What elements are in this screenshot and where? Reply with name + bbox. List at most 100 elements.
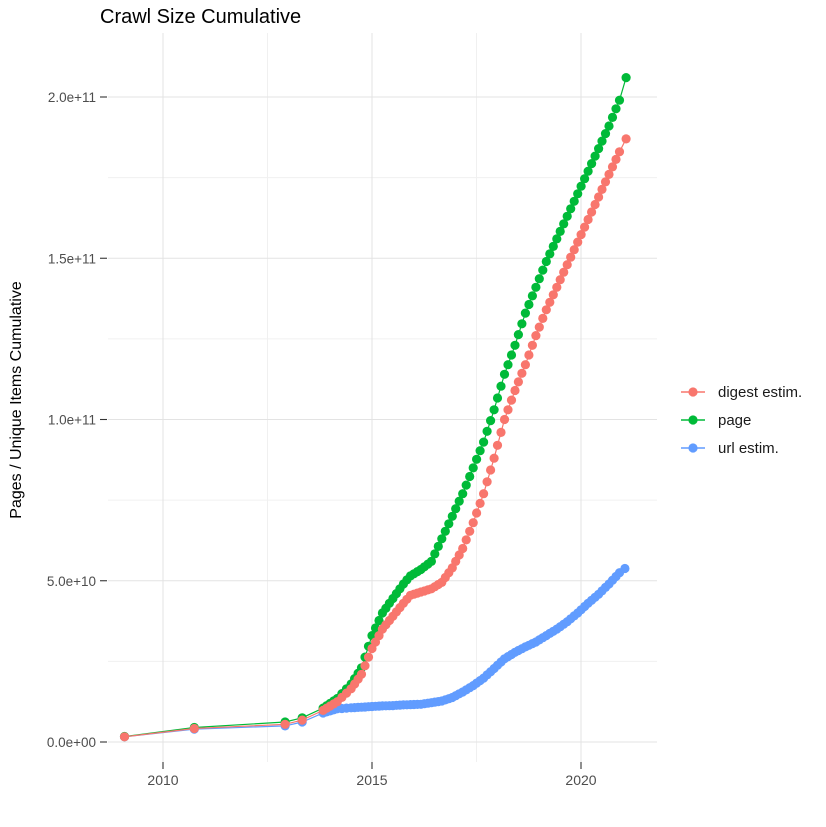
data-point [559, 267, 569, 277]
data-point [604, 121, 614, 131]
data-point [527, 291, 538, 301]
data-point [587, 159, 597, 169]
data-point [548, 241, 558, 251]
x-tick-label: 2010 [147, 772, 178, 788]
data-point [614, 147, 625, 157]
data-point [538, 265, 548, 275]
data-point [555, 226, 565, 236]
legend-key-icon [681, 387, 705, 397]
data-point [566, 204, 576, 214]
data-point [513, 330, 524, 340]
data-point [479, 437, 489, 447]
data-point [569, 196, 579, 206]
data-point [499, 414, 510, 425]
data-point [492, 393, 503, 403]
data-point [620, 563, 630, 574]
legend-item-digest-estim: digest estim. [680, 378, 802, 406]
data-point [458, 543, 468, 554]
x-tick-label: 2015 [356, 772, 387, 788]
data-point [517, 368, 527, 378]
data-point [479, 489, 489, 499]
data-point [426, 556, 436, 567]
data-point [580, 174, 590, 184]
data-point [583, 166, 593, 176]
data-point [489, 453, 499, 463]
data-point [280, 719, 290, 729]
data-point [531, 282, 541, 292]
data-point [119, 732, 130, 742]
data-point [465, 526, 475, 536]
legend-item-url-estim: url estim. [680, 434, 802, 462]
data-point [454, 496, 464, 506]
data-point [440, 526, 450, 536]
data-point [472, 508, 482, 518]
data-point [545, 297, 555, 307]
data-point [552, 282, 562, 292]
y-tick-label: 0.0e+00 [47, 735, 96, 750]
data-point [496, 427, 506, 437]
data-point [597, 136, 607, 146]
data-point [297, 715, 307, 725]
data-point [486, 465, 496, 475]
data-point [506, 395, 517, 405]
data-point [621, 134, 631, 144]
data-point [552, 234, 562, 244]
data-point [486, 416, 496, 426]
data-point [475, 446, 485, 456]
y-tick-label: 2.0e+11 [48, 90, 96, 105]
data-point [590, 199, 600, 210]
data-point [465, 471, 475, 482]
legend: digest estim. page url estim. [680, 378, 802, 462]
data-point [458, 489, 468, 499]
legend-key-icon [681, 415, 705, 425]
data-point [492, 440, 503, 450]
data-point [541, 305, 551, 315]
data-point [374, 615, 384, 626]
data-point [513, 377, 524, 387]
data-point [541, 256, 551, 267]
data-point [538, 313, 548, 323]
legend-label: page [718, 411, 752, 429]
data-point [614, 95, 625, 105]
data-point [433, 541, 443, 552]
series-line [124, 568, 626, 738]
data-point [576, 181, 586, 191]
y-tick-label: 5.0e+10 [47, 574, 96, 589]
legend-label: url estim. [718, 439, 779, 457]
data-point [503, 360, 513, 370]
data-point [621, 73, 631, 83]
data-point [370, 623, 381, 633]
data-point [475, 498, 485, 508]
data-point [590, 151, 600, 161]
data-point [510, 340, 520, 350]
data-point [499, 369, 510, 379]
data-point [597, 184, 607, 194]
data-point [576, 230, 586, 240]
data-point [510, 385, 520, 396]
data-point [447, 511, 457, 521]
data-point [548, 290, 558, 300]
data-point [520, 308, 531, 318]
data-point [489, 405, 499, 415]
data-point [562, 211, 572, 221]
data-point [520, 360, 531, 370]
data-point [527, 340, 538, 350]
data-point [356, 669, 367, 679]
data-point [517, 319, 527, 329]
data-point [600, 129, 611, 139]
data-point [482, 477, 492, 487]
data-point [604, 169, 614, 179]
data-point [566, 252, 576, 262]
legend-item-page: page [680, 406, 802, 434]
data-point [534, 322, 544, 332]
data-point [503, 405, 513, 415]
chart-title: Crawl Size Cumulative [100, 6, 302, 28]
data-point [611, 154, 621, 164]
data-point [587, 207, 597, 217]
data-point [482, 426, 492, 436]
data-point [531, 331, 541, 341]
data-point [594, 144, 604, 154]
data-point [559, 219, 569, 229]
